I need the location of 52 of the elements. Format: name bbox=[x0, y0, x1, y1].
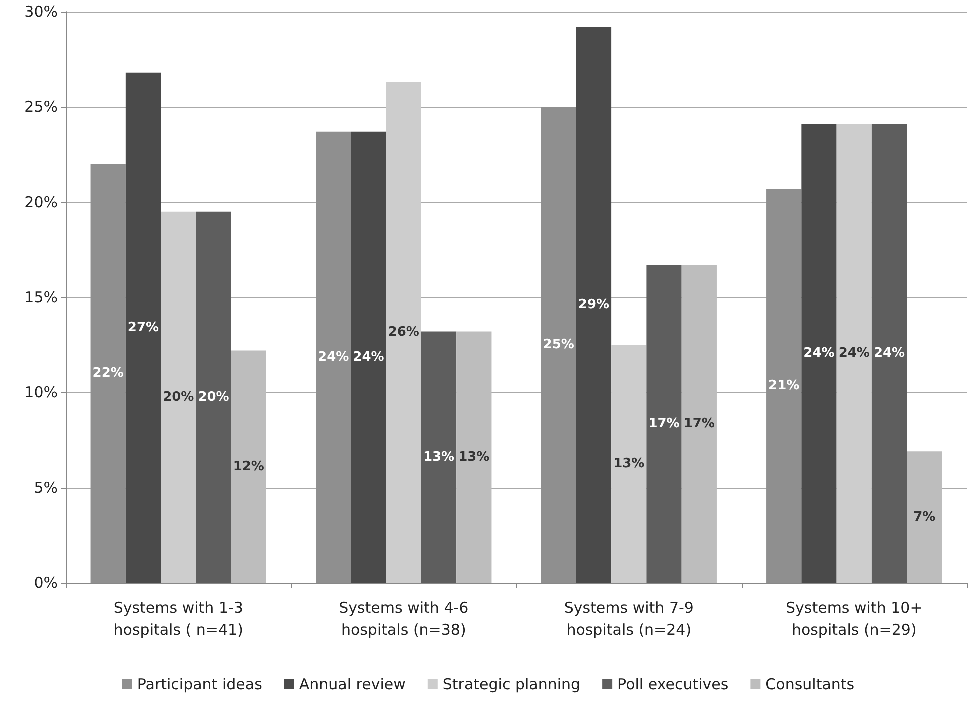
x-tick-label: Systems with 7-9 hospitals (n=24) bbox=[564, 599, 694, 639]
legend-label: Poll executives bbox=[618, 676, 729, 694]
bar bbox=[612, 345, 647, 583]
bar bbox=[907, 452, 942, 583]
legend-label: Strategic planning bbox=[442, 676, 581, 694]
data-label: 17% bbox=[648, 416, 680, 432]
bar bbox=[196, 212, 232, 583]
legend-label: Participant ideas bbox=[137, 676, 263, 694]
bar bbox=[872, 124, 908, 583]
y-tick-label: 10% bbox=[24, 384, 58, 402]
x-tick-label: Systems with 1-3 hospitals ( n=41) bbox=[114, 599, 244, 639]
data-label: 20% bbox=[198, 390, 230, 405]
bar bbox=[836, 124, 872, 583]
data-label: 12% bbox=[233, 459, 264, 474]
y-tick-label: 0% bbox=[34, 574, 58, 592]
data-label: 13% bbox=[614, 456, 645, 472]
data-label: 7% bbox=[914, 510, 936, 525]
bar bbox=[386, 82, 422, 583]
data-label: 13% bbox=[458, 450, 490, 465]
data-label: 22% bbox=[92, 366, 124, 382]
y-tick-label: 5% bbox=[34, 478, 58, 497]
data-label: 29% bbox=[578, 298, 610, 313]
bar bbox=[231, 350, 266, 583]
data-label: 21% bbox=[768, 378, 800, 394]
bar bbox=[351, 132, 386, 583]
legend-label: Annual review bbox=[299, 676, 406, 694]
data-label: 24% bbox=[804, 346, 835, 362]
bar bbox=[161, 212, 196, 583]
data-label: 20% bbox=[163, 390, 194, 405]
bar bbox=[802, 124, 837, 583]
bar bbox=[646, 265, 682, 583]
bar bbox=[682, 265, 717, 583]
bar bbox=[421, 332, 457, 583]
y-tick-label: 20% bbox=[24, 193, 58, 212]
data-label: 27% bbox=[128, 320, 160, 336]
x-tick-label: Systems with 4-6 hospitals (n=38) bbox=[339, 599, 469, 639]
x-tick-label: Systems with 10+ hospitals (n=29) bbox=[786, 599, 923, 639]
y-tick-label: 15% bbox=[24, 288, 58, 306]
data-label: 24% bbox=[318, 350, 350, 365]
bar bbox=[456, 332, 492, 583]
data-label: 26% bbox=[388, 325, 420, 340]
data-label: 24% bbox=[874, 346, 906, 362]
data-label: 17% bbox=[684, 416, 715, 432]
data-label: 24% bbox=[838, 346, 870, 362]
legend-label: Consultants bbox=[766, 676, 855, 694]
data-label: 13% bbox=[423, 450, 455, 465]
data-label: 25% bbox=[543, 338, 574, 353]
bar bbox=[576, 27, 612, 583]
y-tick-label: 30% bbox=[24, 3, 58, 21]
data-label: 24% bbox=[353, 350, 384, 365]
y-tick-label: 25% bbox=[24, 98, 58, 116]
bar bbox=[126, 72, 162, 583]
